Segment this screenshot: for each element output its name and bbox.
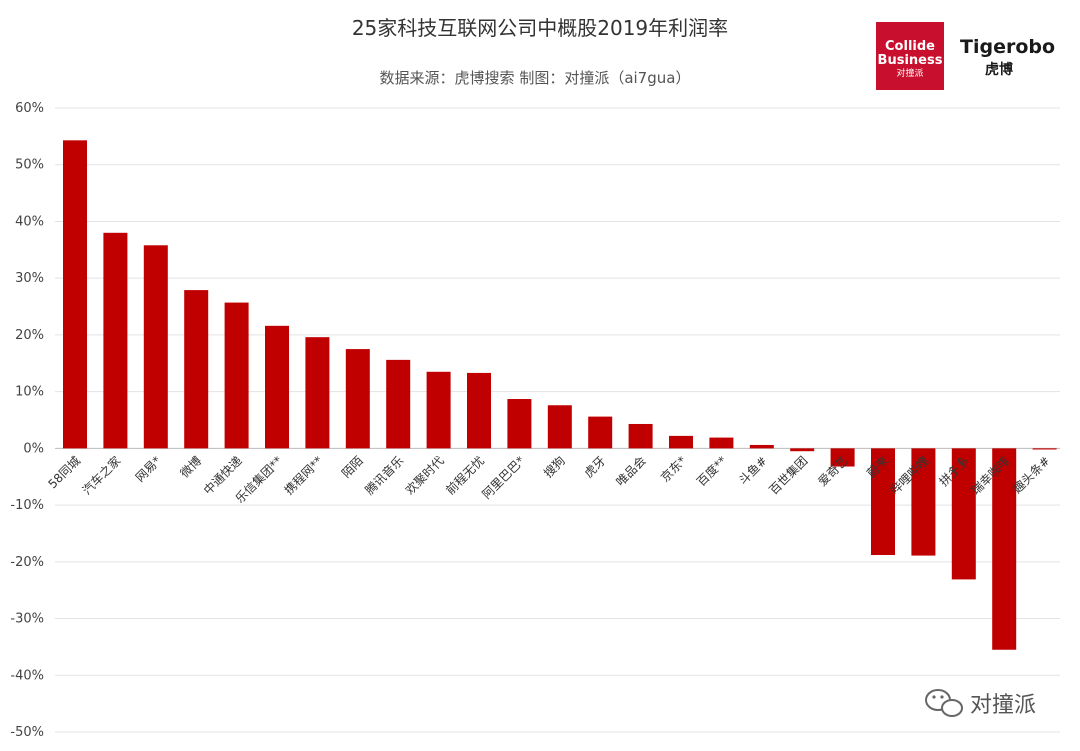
category-label: 搜狗 [540,453,568,481]
bar [265,325,289,449]
y-tick-label: 60% [15,101,44,116]
y-tick-label: 40% [15,214,44,229]
bar [224,302,249,449]
logo-collide-line2: Business [878,53,943,68]
bar [507,399,532,449]
bars [63,140,1057,650]
category-label: 网易* [133,454,164,485]
y-tick-label: 30% [15,271,44,286]
y-tick-label: 0% [23,441,44,456]
category-label: 欢聚时代 [402,453,447,498]
category-label: 唯品会 [613,454,648,489]
category-label: 百度** [693,453,729,489]
y-tick-label: 20% [15,328,44,343]
logo-collide-line3: 对撞派 [896,67,923,79]
bar [184,290,209,449]
gridlines [55,107,1060,733]
logo-collide-line1: Collide [885,39,935,54]
bar [467,372,491,449]
bar [143,245,168,449]
y-axis-ticks: 60% 50% 40% 30% 20% 10% 0% -10% -20% -30% -40% -50% [10,101,44,740]
category-label: 阿里巴巴* [479,454,527,502]
category-label: 携程网** [281,453,326,498]
bar [951,448,976,580]
bar [992,448,1017,650]
bar [830,448,855,467]
category-label: 百世集团 [766,453,811,498]
wechat-icon [925,689,963,717]
logo-tigerobo-line1: Tigerobo [960,36,1055,58]
category-label: 斗鱼# [736,454,770,488]
y-tick-label: -40% [10,668,44,683]
category-label: 汽车之家 [79,453,124,498]
y-tick-label: -50% [10,725,44,740]
logo-tigerobo: Tigerobo 虎博 [960,36,1055,78]
bar [426,371,451,449]
y-tick-label: 10% [15,385,44,400]
bar [749,444,774,449]
bar [871,448,895,556]
bar [911,448,936,556]
chart-subtitle: 数据来源：虎博搜索 制图：对撞派（ai7gua） [380,69,691,87]
bar [305,337,330,449]
bar [547,405,572,449]
bar [386,359,411,449]
y-tick-label: -30% [10,612,44,627]
y-tick-label: 50% [15,158,44,173]
bar [709,437,734,449]
y-tick-label: -10% [10,498,44,513]
category-label: 58同城 [45,454,83,492]
bar [790,448,815,452]
logo-tigerobo-line2: 虎博 [985,61,1013,78]
bar [669,435,693,449]
chart-title: 25家科技互联网公司中概股2019年利润率 [352,16,728,40]
watermark: 对撞派 [925,689,1036,718]
bar [63,140,87,449]
y-tick-label: -20% [10,555,44,570]
logo-collide-background [876,22,944,90]
bar [1032,448,1057,450]
category-label: 腾讯音乐 [362,453,407,498]
bar [345,349,370,449]
bar [628,423,653,449]
logo-collide-business: Collide Business 对撞派 [876,22,944,90]
category-label: 京东* [658,454,689,485]
bar [103,232,128,449]
category-label: 陌陌 [339,454,366,481]
watermark-text: 对撞派 [970,693,1036,718]
bar [588,416,613,449]
category-label: 微博 [177,453,205,481]
category-label: 虎牙 [581,454,608,481]
